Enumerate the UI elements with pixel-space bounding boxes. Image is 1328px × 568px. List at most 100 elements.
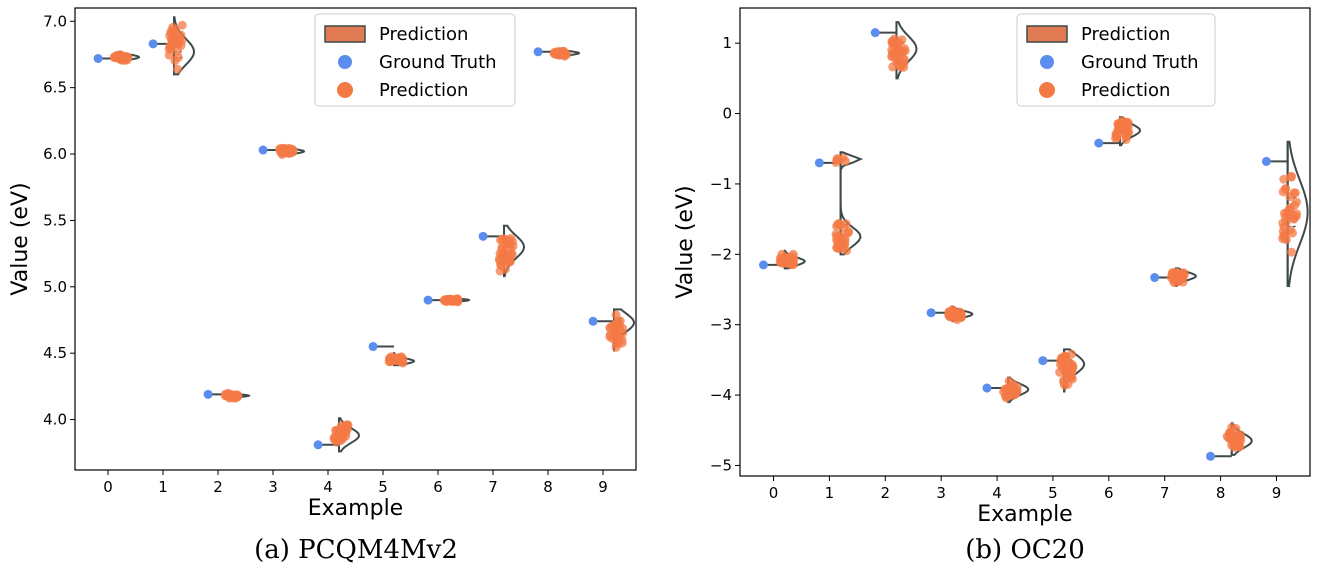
prediction-point [173,52,183,62]
legend-label: Ground Truth [379,52,497,73]
prediction-point [118,53,128,63]
prediction-point [833,239,843,249]
ground-truth-point [93,53,103,63]
prediction-point [1121,135,1131,145]
prediction-point [276,147,286,157]
ground-truth-point [368,342,378,352]
ground-truth-point [1206,451,1216,461]
prediction-point [286,144,296,154]
prediction-point [605,332,615,342]
y-tick-label: 5.5 [43,211,67,229]
prediction-point [177,20,187,30]
x-tick-label: 3 [268,478,278,496]
prediction-point [1279,174,1289,184]
legend-label: Ground Truth [1081,52,1199,73]
y-tick-label: 6.0 [43,145,67,163]
prediction-point [165,31,175,41]
x-tick-label: 7 [1160,484,1170,502]
ground-truth-point [1038,356,1048,366]
prediction-point [343,420,353,430]
ground-truth-point [870,28,880,38]
prediction-point [1117,122,1127,132]
prediction-point [945,311,955,321]
x-tick-label: 0 [769,484,779,502]
y-axis-label: Value (eV) [673,185,698,298]
prediction-point [1285,225,1295,235]
prediction-point [1278,226,1288,236]
ground-truth-point [1094,138,1104,148]
prediction-point [780,258,790,268]
y-tick-label: −1 [710,175,732,193]
prediction-point [1286,203,1296,213]
ground-truth-point [588,316,598,326]
x-tick-label: 2 [213,478,223,496]
prediction-point [506,245,516,255]
x-tick-label: 5 [1048,484,1058,502]
x-tick-label: 8 [543,478,553,496]
prediction-point [840,233,850,243]
y-tick-label: 5.0 [43,278,67,296]
y-tick-label: 4.5 [43,344,67,362]
y-tick-label: 6.5 [43,79,67,97]
legend: Prediction Ground Truth Prediction [314,13,516,107]
ground-truth-point [148,39,158,49]
prediction-point [1278,187,1288,197]
ground-truth-point [982,383,992,393]
prediction-point [385,357,395,367]
prediction-point [839,223,849,233]
prediction-point [499,247,509,257]
prediction-point [1286,171,1296,181]
ground-truth-point [814,158,824,168]
ground-truth-point [533,47,543,57]
prediction-point [1062,363,1072,373]
prediction-point [508,237,518,247]
prediction-point [443,295,453,305]
ground-truth-point [478,231,488,241]
plot-frame [74,7,637,471]
legend-swatch-prediction-violin [324,25,366,43]
y-tick-label: 1 [722,34,732,52]
prediction-point [331,425,341,435]
prediction-point [172,64,182,74]
prediction-point [1169,267,1179,277]
panel-pcqm4mv2: 0 1 2 3 4 5 6 7 8 9 4.0 4.5 5.0 5.5 6.0 6.5 7.0 Example Va… [8,7,637,565]
legend-label: Prediction [379,80,468,101]
prediction-point [167,38,177,48]
x-tick-label: 2 [881,484,891,502]
prediction-point [1012,387,1022,397]
legend-marker-prediction [337,82,353,98]
y-tick-label: −2 [710,245,732,263]
x-tick-label: 0 [103,478,113,496]
legend-label: Prediction [1081,80,1170,101]
legend-label: Prediction [379,24,468,45]
prediction-point [900,46,910,56]
x-tick-label: 8 [1216,484,1226,502]
x-tick-label: 1 [158,478,168,496]
prediction-violin [1286,140,1309,287]
x-tick-label: 4 [323,478,333,496]
prediction-point [230,390,240,400]
prediction-point [610,322,620,332]
prediction-point [1177,273,1187,283]
prediction-point [615,316,625,326]
y-tick-label: 0 [722,105,732,123]
panel-caption: (b) OC20 [965,535,1085,565]
ground-truth-point [758,260,768,270]
prediction-point [618,323,628,333]
prediction-point [1289,188,1299,198]
prediction-point [1231,424,1241,434]
prediction-point [1287,247,1297,257]
prediction-point [397,357,407,367]
prediction-point [892,50,902,60]
legend-swatch-prediction-violin [1026,25,1068,43]
x-tick-label: 1 [825,484,835,502]
prediction-point [777,249,787,259]
prediction-point [952,315,962,325]
ground-truth-point [313,440,323,450]
x-tick-label: 9 [598,478,608,496]
panel-oc20: 0 1 2 3 4 5 6 7 8 9 −5 −4 −3 −2 −1 0 1 Example Value (eV) (… [673,7,1311,565]
prediction-point [612,329,622,339]
x-tick-label: 5 [378,478,388,496]
legend: Prediction Ground Truth Prediction [1016,13,1216,107]
